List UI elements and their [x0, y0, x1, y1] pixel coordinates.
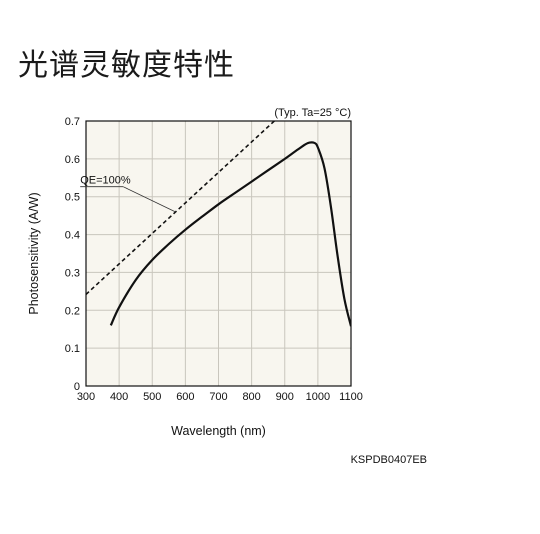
condition-label: (Typ. Ta=25 °C)	[274, 107, 351, 119]
document-code: KSPDB0407EB	[351, 454, 427, 466]
x-tick-label: 1000	[306, 391, 330, 403]
x-tick-label: 800	[242, 391, 260, 403]
x-axis-label: Wavelength (nm)	[171, 424, 266, 438]
y-tick-label: 0.5	[65, 192, 80, 204]
y-tick-label: 0	[74, 381, 80, 393]
x-tick-label: 1100	[339, 391, 363, 403]
annotation-label: QE=100%	[80, 175, 131, 187]
y-tick-label: 0.4	[65, 230, 80, 242]
x-tick-label: 600	[176, 391, 194, 403]
page-title: 光谱灵敏度特性	[18, 48, 235, 83]
y-axis-label: Photosensitivity (A/W)	[27, 192, 41, 314]
y-tick-label: 0.6	[65, 154, 80, 166]
x-tick-label: 900	[276, 391, 294, 403]
grid-layer	[85, 120, 352, 387]
tick-label-layer: 300 400 500 600 700 800 900 1000 1100 0 0.1 0.2 0.3 0…	[65, 116, 363, 403]
plot-frame	[85, 120, 352, 387]
y-tick-label: 0.2	[65, 305, 80, 317]
y-tick-label: 0.7	[65, 116, 80, 128]
x-tick-label: 700	[209, 391, 227, 403]
y-tick-label: 0.1	[65, 343, 80, 355]
series-layer	[86, 121, 351, 327]
x-tick-label: 500	[143, 391, 161, 403]
series-line-photosensitivity	[109, 141, 351, 327]
y-tick-label: 0.3	[65, 267, 80, 279]
x-tick-label: 400	[110, 391, 128, 403]
annotation-leader-line	[123, 186, 176, 213]
x-tick-label: 300	[77, 391, 95, 403]
annotation-layer: QE=100%	[80, 175, 176, 213]
series-line-qe100	[86, 121, 276, 295]
